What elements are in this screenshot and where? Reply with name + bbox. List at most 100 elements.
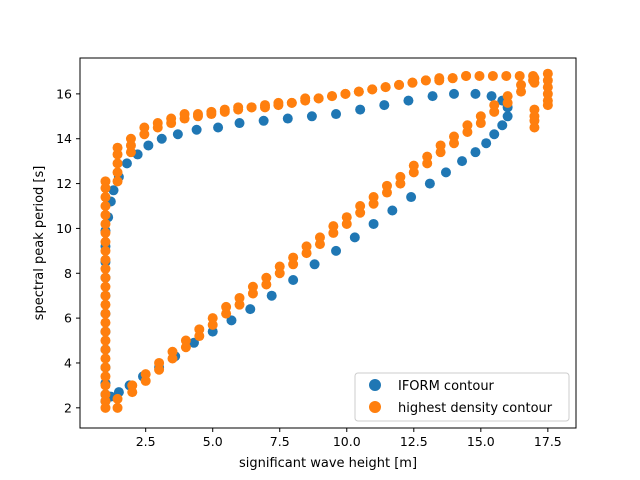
plot-area — [100, 68, 553, 413]
y-tick-label: 14 — [56, 131, 72, 146]
data-point — [100, 263, 111, 274]
data-point — [246, 102, 257, 113]
x-tick-label: 5.0 — [203, 434, 223, 449]
data-point — [100, 209, 111, 220]
y-tick-label: 10 — [56, 221, 72, 236]
data-point — [387, 205, 398, 216]
data-point — [100, 389, 111, 400]
data-point — [140, 369, 151, 380]
data-point — [300, 93, 311, 104]
data-point — [341, 212, 352, 223]
y-tick-label: 2 — [64, 400, 72, 415]
data-point — [261, 272, 272, 283]
data-point — [353, 86, 364, 97]
data-point — [434, 73, 445, 84]
data-point — [288, 275, 299, 285]
y-axis: 2 4 6 8 10 12 14 16 — [56, 86, 80, 415]
data-point — [180, 335, 191, 346]
data-point — [288, 252, 299, 263]
data-point — [112, 142, 123, 153]
x-axis: 2.5 5.0 7.5 10.0 12.5 15.0 17.5 — [136, 428, 562, 449]
legend-marker-highest-density — [369, 401, 381, 413]
data-point — [420, 75, 431, 86]
series-highest-density — [100, 68, 553, 413]
data-point — [100, 290, 111, 301]
data-point — [154, 357, 165, 368]
data-point — [100, 362, 111, 373]
data-point — [100, 176, 111, 187]
data-point — [100, 281, 111, 292]
data-point — [112, 176, 123, 187]
data-point — [112, 402, 123, 413]
data-point — [112, 167, 123, 178]
data-point — [266, 290, 277, 301]
data-point — [368, 192, 379, 203]
data-point — [301, 241, 312, 252]
data-point — [379, 100, 390, 111]
data-point — [100, 218, 111, 229]
data-point — [100, 299, 111, 310]
data-point — [475, 111, 486, 122]
x-tick-label: 15.0 — [467, 434, 495, 449]
data-point — [489, 129, 500, 140]
data-point — [408, 160, 419, 171]
data-point — [447, 73, 458, 84]
data-point — [179, 109, 190, 120]
legend: IFORM contour highest density contour — [354, 372, 570, 422]
data-point — [474, 70, 485, 81]
data-point — [100, 371, 111, 382]
data-point — [274, 261, 285, 272]
legend-box — [354, 372, 570, 422]
data-point — [234, 292, 245, 303]
data-point — [226, 315, 237, 326]
data-point — [327, 91, 338, 102]
data-point — [100, 254, 111, 265]
data-point — [282, 113, 293, 124]
data-point — [328, 221, 339, 232]
data-point — [355, 201, 366, 211]
data-point — [258, 115, 269, 126]
data-point — [407, 77, 418, 88]
data-point — [542, 100, 553, 111]
x-tick-label: 2.5 — [136, 434, 156, 449]
data-point — [191, 124, 202, 135]
data-point — [143, 140, 154, 151]
data-point — [331, 109, 342, 120]
data-point — [340, 88, 351, 99]
y-tick-label: 8 — [64, 266, 72, 281]
legend-label-iform: IFORM contour — [398, 379, 495, 394]
x-tick-label: 17.5 — [534, 434, 562, 449]
data-point — [516, 79, 527, 90]
data-point — [100, 272, 111, 283]
data-point — [449, 88, 460, 99]
data-point — [207, 313, 218, 324]
data-point — [424, 178, 435, 189]
data-point — [100, 201, 111, 211]
data-point — [394, 79, 405, 90]
data-point — [100, 317, 111, 328]
x-tick-label: 7.5 — [270, 434, 290, 449]
data-point — [528, 75, 539, 86]
data-point — [435, 140, 446, 151]
data-point — [121, 158, 132, 169]
y-tick-label: 12 — [56, 176, 72, 191]
data-point — [100, 227, 111, 238]
data-point — [219, 104, 230, 115]
data-point — [188, 337, 199, 348]
data-point — [502, 91, 513, 102]
data-point — [314, 232, 325, 243]
data-point — [309, 259, 320, 270]
data-point — [355, 104, 366, 115]
data-point — [192, 109, 203, 120]
data-point — [100, 308, 111, 319]
data-point — [221, 301, 232, 312]
data-point — [440, 167, 451, 178]
data-point — [349, 232, 360, 243]
data-point — [306, 111, 317, 122]
data-point — [457, 156, 468, 167]
data-point — [422, 151, 433, 162]
data-point — [497, 120, 508, 131]
data-point — [501, 70, 512, 81]
x-tick-label: 10.0 — [333, 434, 361, 449]
legend-marker-iform — [369, 379, 381, 391]
